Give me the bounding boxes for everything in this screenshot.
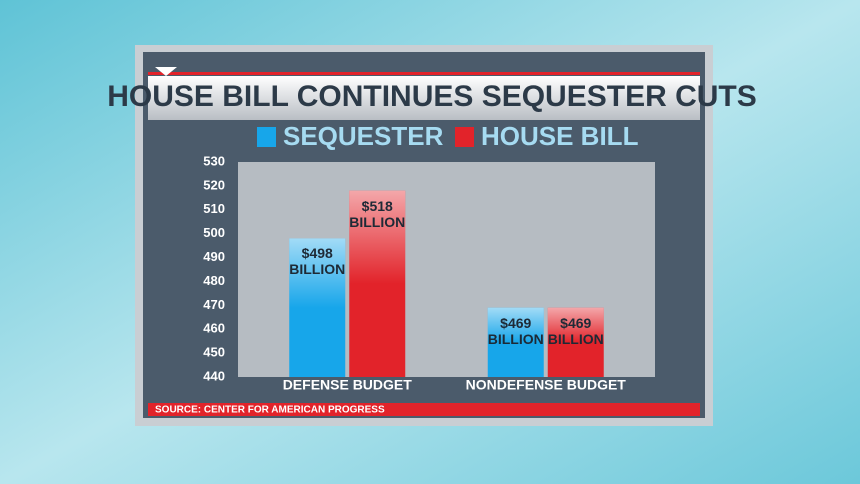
value-label: $469 BILLION [547, 314, 604, 347]
bar-sheen [547, 307, 604, 377]
value-label: $498 BILLION [289, 245, 346, 278]
y-tick-label: 470 [203, 297, 225, 312]
y-tick-label: 440 [203, 368, 225, 383]
chart-title: HOUSE BILL CONTINUES SEQUESTER CUTS [107, 80, 757, 113]
source-bar [148, 403, 700, 416]
legend-label: HOUSE BILL [481, 121, 639, 151]
value-label: $518 BILLION [349, 197, 406, 230]
y-tick-label: 500 [203, 225, 225, 240]
title-bar [148, 76, 700, 120]
y-tick-label: 510 [203, 201, 225, 216]
legend-swatch [455, 127, 474, 147]
y-tick-label: 460 [203, 321, 225, 336]
y-tick-label: 520 [203, 177, 225, 192]
legend-swatch [257, 127, 276, 147]
title-rule [148, 72, 700, 75]
source: SOURCE: CENTER FOR AMERICAN PROGRESS [155, 405, 385, 416]
value-label: $469 BILLION [487, 314, 544, 347]
y-tick-label: 530 [203, 153, 225, 168]
y-tick-label: 450 [203, 345, 225, 360]
y-tick-label: 490 [203, 249, 225, 264]
bar-sheen [487, 307, 544, 377]
x-tick-label: NONDEFENSE BUDGET [466, 377, 627, 393]
x-tick-label: DEFENSE BUDGET [283, 377, 413, 393]
bar-sheen [349, 190, 406, 377]
bar-sheen [289, 238, 346, 377]
legend-label: SEQUESTER [283, 121, 444, 151]
marker [155, 67, 177, 76]
y-tick-label: 480 [203, 273, 225, 288]
